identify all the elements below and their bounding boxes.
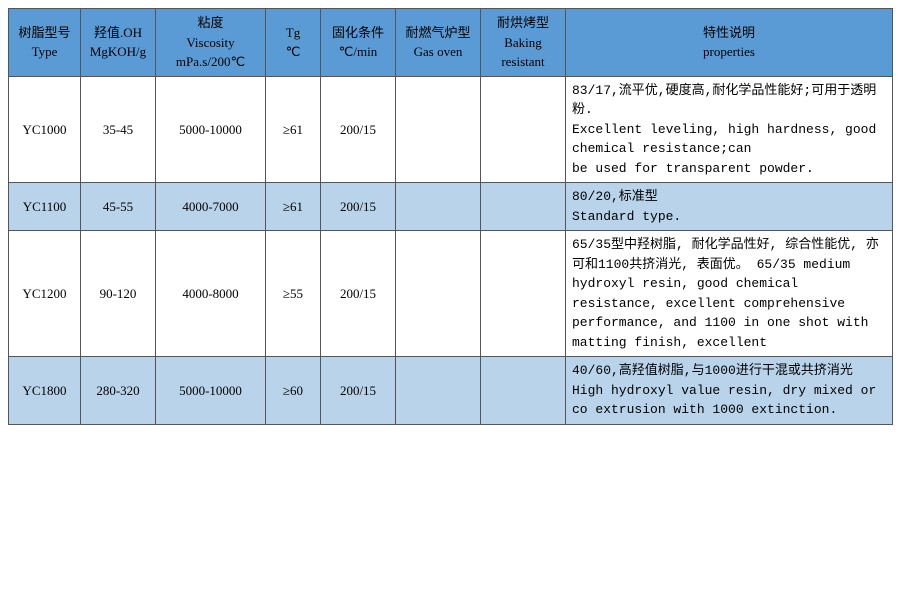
cell-tg: ≥61 (266, 183, 321, 231)
cell-visc: 4000-7000 (156, 183, 266, 231)
cell-bake (481, 76, 566, 183)
cell-gas (396, 76, 481, 183)
cell-oh: 280-320 (81, 357, 156, 425)
col-header-3: Tg ℃ (266, 9, 321, 77)
cell-visc: 4000-8000 (156, 231, 266, 357)
col-header-zh: 粘度 (197, 15, 223, 30)
cell-props: 80/20,标准型 Standard type. (566, 183, 893, 231)
col-header-zh: 耐燃气炉型 (405, 25, 470, 40)
cell-cure: 200/15 (321, 357, 396, 425)
col-header-4: 固化条件 ℃/min (321, 9, 396, 77)
col-header-2: 粘度 Viscosity mPa.s/200℃ (156, 9, 266, 77)
cell-props: 65/35型中羟树脂, 耐化学品性好, 综合性能优, 亦可和1100共挤消光, … (566, 231, 893, 357)
cell-tg: ≥55 (266, 231, 321, 357)
table-row: YC110045-554000-7000≥61200/15 80/20,标准型 S… (9, 183, 893, 231)
cell-oh: 35-45 (81, 76, 156, 183)
col-header-en: ℃/min (339, 44, 377, 59)
cell-visc: 5000-10000 (156, 76, 266, 183)
cell-type: YC1800 (9, 357, 81, 425)
cell-tg: ≥60 (266, 357, 321, 425)
cell-bake (481, 231, 566, 357)
col-header-zh: 羟值.OH (94, 25, 142, 40)
cell-gas (396, 357, 481, 425)
col-header-en: properties (703, 44, 755, 59)
cell-visc: 5000-10000 (156, 357, 266, 425)
cell-cure: 200/15 (321, 231, 396, 357)
col-header-en2: resistant (501, 54, 544, 69)
cell-props: 83/17,流平优,硬度高,耐化学品性能好;可用于透明粉. Excellent … (566, 76, 893, 183)
col-header-en2: mPa.s/200℃ (176, 54, 245, 69)
table-row: YC1800280-3205000-10000≥60200/15 40/60,高羟… (9, 357, 893, 425)
col-header-zh: 固化条件 (332, 25, 384, 40)
col-header-1: 羟值.OH MgKOH/g (81, 9, 156, 77)
col-header-en: Viscosity (186, 35, 234, 50)
col-header-en: Type (32, 44, 58, 59)
cell-oh: 45-55 (81, 183, 156, 231)
col-header-en: MgKOH/g (90, 44, 146, 59)
cell-gas (396, 183, 481, 231)
cell-type: YC1100 (9, 183, 81, 231)
cell-cure: 200/15 (321, 183, 396, 231)
col-header-zh: Tg (286, 25, 300, 40)
cell-gas (396, 231, 481, 357)
cell-props: 40/60,高羟值树脂,与1000进行干混或共挤消光 High hydroxyl… (566, 357, 893, 425)
table-row: YC100035-455000-10000≥61200/15 83/17,流平优,… (9, 76, 893, 183)
resin-spec-table: 树脂型号 Type 羟值.OH MgKOH/g 粘度 Viscosity mPa.s/200… (8, 8, 893, 425)
cell-bake (481, 183, 566, 231)
table-header-row: 树脂型号 Type 羟值.OH MgKOH/g 粘度 Viscosity mPa.s/200… (9, 9, 893, 77)
col-header-zh: 树脂型号 (18, 25, 70, 40)
col-header-5: 耐燃气炉型 Gas oven (396, 9, 481, 77)
col-header-7: 特性说明 properties (566, 9, 893, 77)
col-header-en: ℃ (286, 44, 301, 59)
cell-type: YC1000 (9, 76, 81, 183)
cell-type: YC1200 (9, 231, 81, 357)
col-header-6: 耐烘烤型 Baking resistant (481, 9, 566, 77)
col-header-en: Gas oven (414, 44, 463, 59)
col-header-en: Baking (504, 35, 542, 50)
col-header-0: 树脂型号 Type (9, 9, 81, 77)
cell-cure: 200/15 (321, 76, 396, 183)
col-header-zh: 特性说明 (703, 25, 755, 40)
table-row: YC120090-1204000-8000≥55200/15 65/35型中羟树脂… (9, 231, 893, 357)
cell-bake (481, 357, 566, 425)
col-header-zh: 耐烘烤型 (497, 15, 549, 30)
cell-tg: ≥61 (266, 76, 321, 183)
cell-oh: 90-120 (81, 231, 156, 357)
